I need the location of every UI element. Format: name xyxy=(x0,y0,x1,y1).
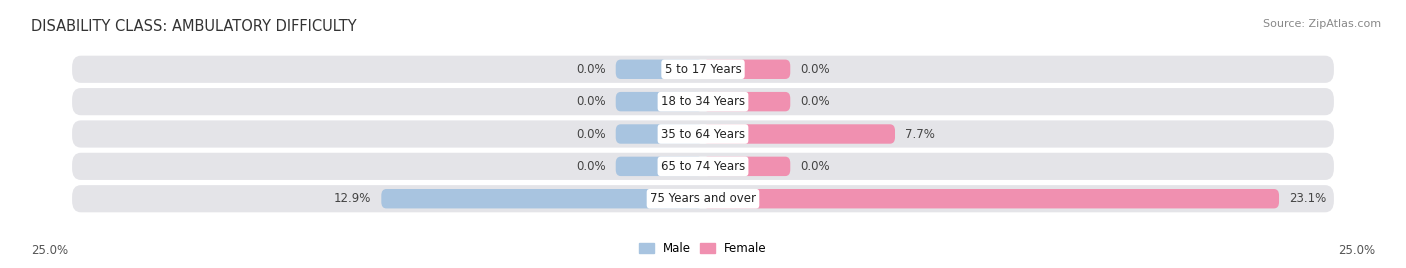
Text: 0.0%: 0.0% xyxy=(576,63,606,76)
Text: 5 to 17 Years: 5 to 17 Years xyxy=(665,63,741,76)
Text: 0.0%: 0.0% xyxy=(576,95,606,108)
Text: 0.0%: 0.0% xyxy=(800,160,830,173)
Text: 35 to 64 Years: 35 to 64 Years xyxy=(661,128,745,140)
FancyBboxPatch shape xyxy=(616,92,703,111)
FancyBboxPatch shape xyxy=(381,189,703,209)
FancyBboxPatch shape xyxy=(616,59,703,79)
FancyBboxPatch shape xyxy=(703,124,896,144)
Text: 65 to 74 Years: 65 to 74 Years xyxy=(661,160,745,173)
FancyBboxPatch shape xyxy=(703,59,790,79)
FancyBboxPatch shape xyxy=(616,157,703,176)
FancyBboxPatch shape xyxy=(72,185,1334,212)
Text: 75 Years and over: 75 Years and over xyxy=(650,192,756,205)
Legend: Male, Female: Male, Female xyxy=(634,237,772,259)
Text: 18 to 34 Years: 18 to 34 Years xyxy=(661,95,745,108)
FancyBboxPatch shape xyxy=(72,120,1334,148)
Text: 0.0%: 0.0% xyxy=(800,63,830,76)
Text: 23.1%: 23.1% xyxy=(1289,192,1326,205)
Text: 0.0%: 0.0% xyxy=(800,95,830,108)
Text: 7.7%: 7.7% xyxy=(905,128,935,140)
FancyBboxPatch shape xyxy=(72,153,1334,180)
FancyBboxPatch shape xyxy=(72,56,1334,83)
FancyBboxPatch shape xyxy=(703,157,790,176)
Text: 0.0%: 0.0% xyxy=(576,160,606,173)
Text: Source: ZipAtlas.com: Source: ZipAtlas.com xyxy=(1263,19,1381,29)
Text: 0.0%: 0.0% xyxy=(576,128,606,140)
Text: DISABILITY CLASS: AMBULATORY DIFFICULTY: DISABILITY CLASS: AMBULATORY DIFFICULTY xyxy=(31,19,357,34)
Text: 25.0%: 25.0% xyxy=(1339,244,1375,257)
FancyBboxPatch shape xyxy=(703,189,1279,209)
Text: 12.9%: 12.9% xyxy=(335,192,371,205)
FancyBboxPatch shape xyxy=(616,124,703,144)
FancyBboxPatch shape xyxy=(703,92,790,111)
FancyBboxPatch shape xyxy=(72,88,1334,115)
Text: 25.0%: 25.0% xyxy=(31,244,67,257)
